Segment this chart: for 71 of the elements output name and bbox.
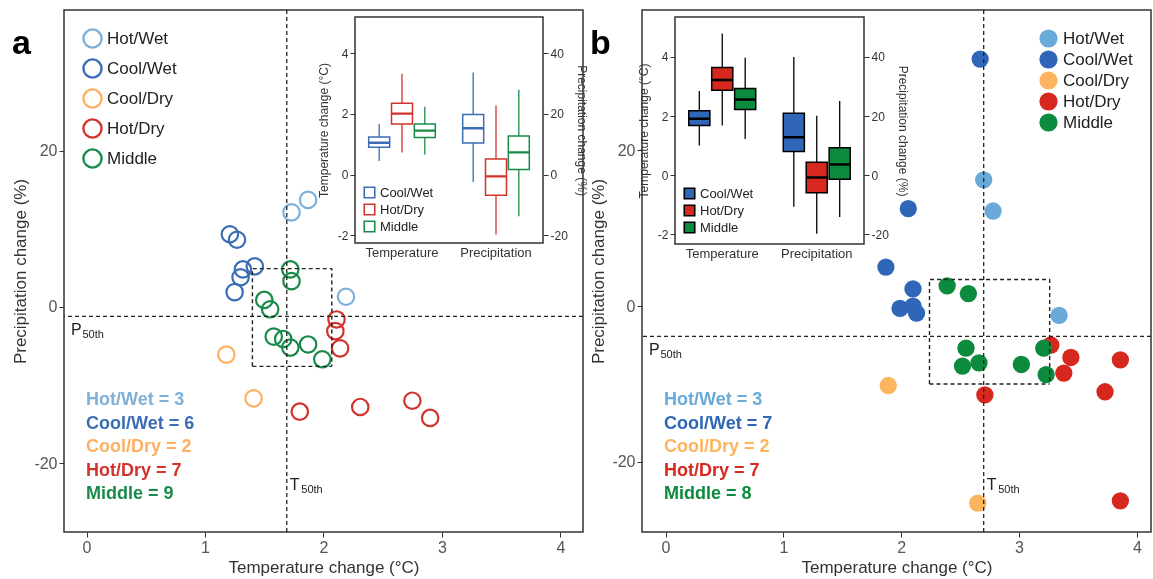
legend-label: Cool/Dry bbox=[1063, 70, 1130, 90]
legend-label: Middle bbox=[700, 219, 739, 235]
y2-tick-label: 20 bbox=[871, 109, 886, 124]
x-tick-label: Temperature bbox=[365, 244, 439, 260]
chart-title: a bbox=[12, 23, 32, 61]
y-tick-label: -20 bbox=[612, 453, 636, 471]
x-tick-label: 3 bbox=[438, 538, 448, 556]
y2-tick-label: 20 bbox=[550, 107, 565, 122]
x-tick-label: 1 bbox=[779, 538, 789, 556]
x-tick-label: 4 bbox=[556, 538, 566, 556]
annotation: Cool/Wet = 6 bbox=[86, 412, 195, 433]
y-tick-label: 4 bbox=[341, 46, 349, 61]
y-tick-label: 20 bbox=[617, 141, 636, 159]
x-tick-label: Precipitation bbox=[460, 244, 532, 260]
legend-label: Middle bbox=[107, 148, 158, 168]
annotation: Hot/Wet = 3 bbox=[86, 389, 185, 409]
y-tick-label: 2 bbox=[341, 107, 349, 122]
legend-label: Middle bbox=[380, 218, 419, 234]
y-tick-label: 2 bbox=[661, 109, 669, 124]
legend-label: Cool/Dry bbox=[107, 88, 174, 108]
y2-axis-title: Precipitation change (%) bbox=[895, 65, 910, 197]
x-tick-label: Precipitation bbox=[780, 245, 853, 261]
x-tick-label: 0 bbox=[82, 538, 92, 556]
y-tick-label: 0 bbox=[661, 168, 669, 183]
legend-label: Cool/Wet bbox=[700, 185, 754, 201]
y2-axis-title: Precipitation change (%) bbox=[574, 65, 589, 196]
legend-label: Middle bbox=[1063, 112, 1114, 132]
x-tick-label: 4 bbox=[1132, 538, 1142, 556]
legend-label: Hot/Wet bbox=[107, 28, 169, 48]
legend-label: Hot/Dry bbox=[380, 201, 425, 217]
x-tick-label: 3 bbox=[1015, 538, 1025, 556]
y-tick-label: -2 bbox=[337, 228, 349, 243]
y2-tick-label: -20 bbox=[871, 227, 890, 242]
y-axis-title: Precipitation change (%) bbox=[589, 178, 609, 365]
x-axis-title: Temperature change (°C) bbox=[801, 557, 993, 577]
y-axis-title: Temperature change (°C) bbox=[316, 63, 331, 198]
legend-label: Hot/Dry bbox=[1063, 91, 1122, 111]
y2-tick-label: 40 bbox=[871, 50, 886, 65]
annotation: Hot/Wet = 3 bbox=[664, 389, 763, 409]
legend-label: Cool/Wet bbox=[380, 184, 434, 200]
x-tick-label: 2 bbox=[897, 538, 907, 556]
annotation: Middle = 8 bbox=[664, 483, 752, 503]
x-tick-label: 2 bbox=[319, 538, 329, 556]
legend-label: Cool/Wet bbox=[107, 58, 177, 78]
y-tick-label: -2 bbox=[657, 227, 669, 242]
y-tick-label: 0 bbox=[341, 168, 349, 183]
y-axis-title: Temperature change (°C) bbox=[636, 63, 651, 199]
legend-label: Hot/Dry bbox=[107, 118, 166, 138]
y-axis-title: Precipitation change (%) bbox=[11, 178, 31, 365]
legend-label: Hot/Wet bbox=[1063, 28, 1125, 48]
annotation: Cool/Wet = 7 bbox=[664, 412, 773, 433]
chart-title: b bbox=[590, 23, 611, 61]
x-axis-title: Temperature change (°C) bbox=[228, 557, 420, 577]
y-tick-label: 0 bbox=[48, 298, 58, 316]
annotation: Cool/Dry = 2 bbox=[664, 436, 770, 456]
annotation: Cool/Dry = 2 bbox=[86, 436, 192, 456]
legend-label: Hot/Dry bbox=[700, 202, 745, 218]
annotation: Middle = 9 bbox=[86, 483, 174, 503]
x-tick-label: Temperature bbox=[685, 245, 759, 261]
y2-tick-label: -20 bbox=[550, 228, 569, 243]
y2-tick-label: 0 bbox=[871, 168, 879, 183]
y-tick-label: 0 bbox=[626, 297, 636, 315]
annotation: Hot/Dry = 7 bbox=[664, 459, 760, 480]
y-tick-label: -20 bbox=[34, 454, 58, 472]
legend-label: Cool/Wet bbox=[1063, 49, 1133, 69]
y-tick-label: 20 bbox=[39, 142, 58, 160]
x-tick-label: 1 bbox=[201, 538, 211, 556]
y2-tick-label: 40 bbox=[550, 46, 565, 61]
y2-tick-label: 0 bbox=[550, 168, 558, 183]
annotation: Hot/Dry = 7 bbox=[86, 459, 182, 480]
y-tick-label: 4 bbox=[661, 50, 669, 65]
